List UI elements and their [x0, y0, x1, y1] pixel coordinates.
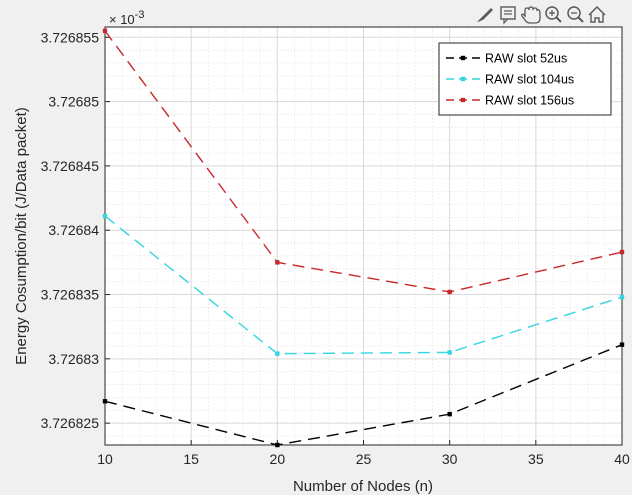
brush-icon[interactable] [476, 6, 494, 24]
legend-marker [460, 97, 466, 103]
legend-entry: RAW slot 104us [446, 73, 574, 87]
legend-label: RAW slot 52us [485, 52, 567, 66]
x-tick-label: 35 [528, 451, 544, 467]
x-tick-label: 25 [356, 451, 372, 467]
legend-label: RAW slot 156us [485, 94, 574, 108]
legend-entry: RAW slot 52us [446, 52, 567, 66]
home-icon[interactable] [587, 5, 607, 24]
series-2 [102, 213, 625, 356]
x-tick-label: 30 [442, 451, 458, 467]
zoom-out-icon[interactable] [565, 6, 585, 24]
data-point [275, 442, 280, 448]
data-point [447, 411, 452, 417]
y-axis: 3.726825 3.72683 3.726835 3.72684 3.726845 3.… [41, 29, 110, 431]
data-point [447, 289, 452, 295]
y-tick-label: 3.72683 [48, 351, 99, 367]
y-tick-label: 3.726855 [41, 29, 100, 45]
series-line [104, 344, 623, 446]
x-tick-label: 40 [614, 451, 630, 467]
y-axis-label: Energy Cosumption/bit (J/Data packet) [13, 107, 30, 365]
series-line [104, 30, 623, 293]
series-line [104, 215, 623, 355]
data-point [102, 399, 108, 404]
series-layer [102, 28, 625, 448]
legend-label: RAW slot 104us [485, 73, 574, 87]
data-point [102, 213, 108, 219]
legend-box [438, 42, 612, 116]
legend: RAW slot 52us RAW slot 104us RAW slot 156u… [438, 42, 612, 116]
pan-hand-icon[interactable] [521, 6, 541, 24]
x-tick-label: 10 [97, 451, 113, 467]
y-tick-label: 3.726835 [41, 287, 100, 303]
zoom-in-icon[interactable] [543, 6, 563, 24]
legend-entry: RAW slot 156us [446, 94, 574, 108]
x-tick-label: 15 [183, 451, 199, 467]
data-point [619, 249, 625, 255]
data-point [447, 350, 452, 355]
y-exponent-label: × 10-3 [109, 9, 144, 27]
legend-marker [460, 55, 466, 61]
data-point [619, 342, 625, 347]
y-tick-label: 3.726845 [41, 158, 100, 174]
x-axis-label: Number of Nodes (n) [293, 478, 433, 495]
data-tips-icon[interactable] [499, 6, 517, 25]
legend-marker [460, 76, 466, 82]
axes-toolbar [476, 5, 607, 25]
x-tick-label: 20 [270, 451, 286, 467]
data-point [619, 294, 625, 300]
data-point [102, 28, 108, 34]
y-tick-label: 3.72685 [48, 94, 99, 110]
series-1 [102, 342, 625, 448]
y-tick-label: 3.72684 [48, 222, 99, 238]
x-axis: 10 15 20 25 30 35 40 [97, 440, 630, 467]
series-3 [102, 28, 625, 295]
data-point [275, 260, 280, 265]
data-point [275, 351, 280, 356]
y-tick-label: 3.726825 [41, 415, 100, 431]
